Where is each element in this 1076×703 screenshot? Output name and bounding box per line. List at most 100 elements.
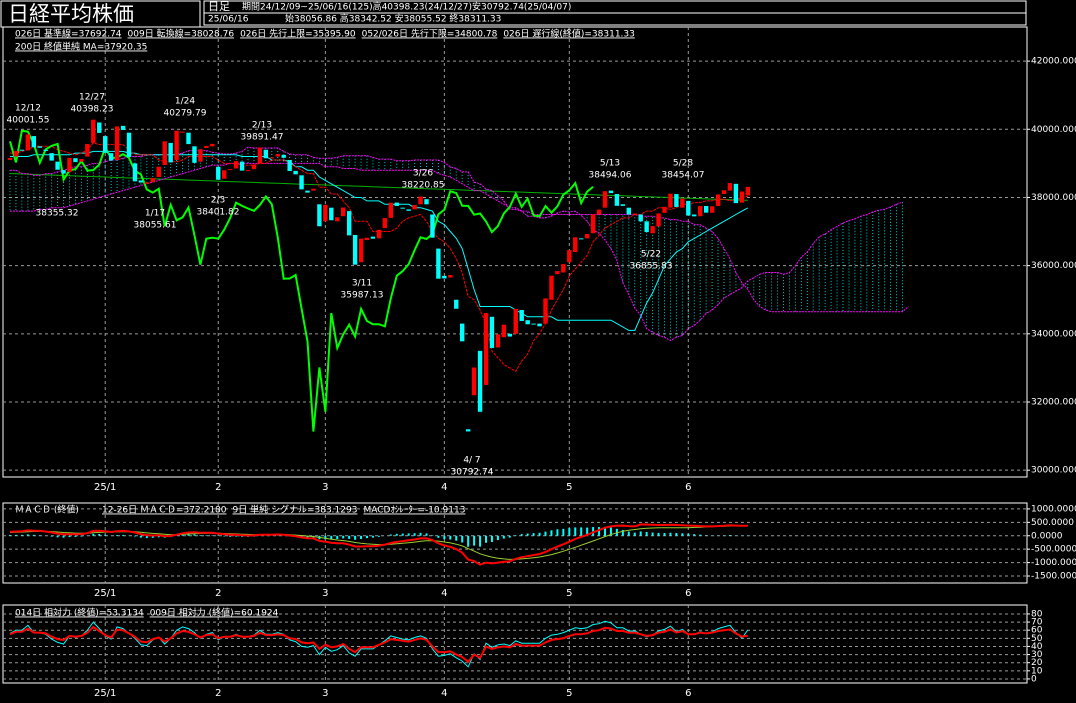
annotation-price: 36855.83 (630, 262, 673, 272)
candle (293, 171, 297, 174)
candle (585, 234, 589, 238)
candle (210, 144, 214, 146)
candle (728, 183, 732, 191)
macd-histogram-bar (693, 534, 695, 536)
candle (543, 298, 547, 323)
candle (692, 215, 696, 217)
candle (704, 206, 708, 213)
candle (448, 275, 452, 278)
y-tick-label: 0.0000 (1031, 531, 1063, 541)
candle (287, 160, 291, 171)
candle (406, 209, 410, 210)
macd-histogram-bar (396, 534, 398, 536)
candle (716, 194, 720, 206)
macd-histogram-bar (562, 529, 564, 536)
macd-histogram-bar (390, 534, 392, 535)
y-tick-label: 32000.000 (1031, 398, 1076, 408)
annotation-price: 38055.61 (134, 221, 177, 231)
candle (680, 199, 684, 208)
candle (591, 214, 595, 233)
candle (341, 208, 345, 217)
legend-entry: 200日 終値単純 MA=37920.35 (15, 41, 147, 53)
candle (377, 230, 381, 239)
legend-entry: 026日 遅行線(終値)=38311.33 (503, 28, 635, 40)
x-tick-label: 3 (322, 588, 328, 599)
macd-histogram-bar (681, 533, 683, 535)
candle (627, 208, 631, 215)
macd-histogram-bar (509, 536, 511, 538)
macd-histogram-bar (223, 536, 225, 537)
macd-histogram-bar (134, 536, 136, 537)
annotation-price: 38494.06 (589, 171, 632, 181)
candle (674, 194, 678, 207)
macd-histogram-bar (426, 533, 428, 535)
macd-histogram-bar (449, 536, 451, 540)
macd-histogram-bar (556, 529, 558, 535)
candle (484, 313, 488, 385)
macd-histogram-bar (729, 535, 731, 536)
macd-histogram-bar (33, 535, 35, 536)
candle (79, 159, 83, 162)
candle (121, 126, 125, 130)
candle (650, 226, 654, 233)
macd-histogram-bar (74, 536, 76, 537)
date: 25/06/16 (208, 15, 249, 25)
macd-histogram-bar (443, 536, 445, 539)
candle (55, 162, 59, 170)
candle (317, 204, 321, 226)
candle (698, 206, 702, 216)
legend-entry: 009日 転換線=38028.76 (128, 28, 235, 40)
candle (91, 120, 95, 143)
candle (686, 201, 690, 216)
candle (573, 237, 577, 252)
candle (430, 215, 434, 238)
annotation-price: 30792.74 (451, 468, 494, 478)
candle (115, 126, 119, 160)
candle (97, 122, 101, 132)
y-tick-label: 1000.0000 (1031, 504, 1076, 514)
candle (472, 368, 476, 396)
candle (579, 238, 583, 239)
candle (14, 151, 18, 157)
candle (389, 203, 393, 218)
macd-histogram-bar (431, 535, 433, 536)
candle (436, 249, 440, 279)
candle (133, 163, 137, 181)
x-tick-label: 4 (441, 588, 447, 599)
candle (609, 191, 613, 193)
candle (734, 184, 738, 203)
chart-title: 日経平均株価 (8, 2, 134, 26)
macd-histogram-bar (199, 535, 201, 536)
macd-histogram-bar (27, 534, 29, 535)
candle (204, 146, 208, 148)
x-tick-label: 5 (566, 588, 572, 599)
annotation-date: 2/13 (252, 121, 272, 131)
annotation-date: 3/26 (413, 169, 433, 179)
x-tick-label: 2 (215, 482, 221, 493)
candle (395, 203, 399, 206)
annotation-price: 38355.32 (36, 209, 79, 219)
candle (305, 191, 309, 193)
y-tick-label: -1500.0000 (1031, 572, 1076, 582)
annotation-price: 39891.47 (241, 133, 284, 143)
macd-histogram-bar (580, 527, 582, 535)
candle (615, 194, 619, 206)
macd-histogram-bar (652, 533, 654, 536)
candle (537, 324, 541, 327)
x-tick-label: 3 (322, 688, 328, 699)
candle (442, 276, 446, 279)
annotation-price: 40001.55 (7, 116, 50, 126)
candle (85, 144, 89, 157)
candle (371, 237, 375, 239)
macd-histogram-bar (640, 531, 642, 535)
candle (49, 153, 53, 160)
candle (299, 175, 303, 189)
candle (722, 190, 726, 194)
candle (20, 150, 24, 151)
candle (597, 210, 601, 215)
macd-histogram-bar (21, 535, 23, 536)
macd-histogram-bar (354, 536, 356, 540)
candle (454, 300, 458, 309)
macd-histogram-bar (229, 536, 231, 537)
candle (329, 208, 333, 221)
